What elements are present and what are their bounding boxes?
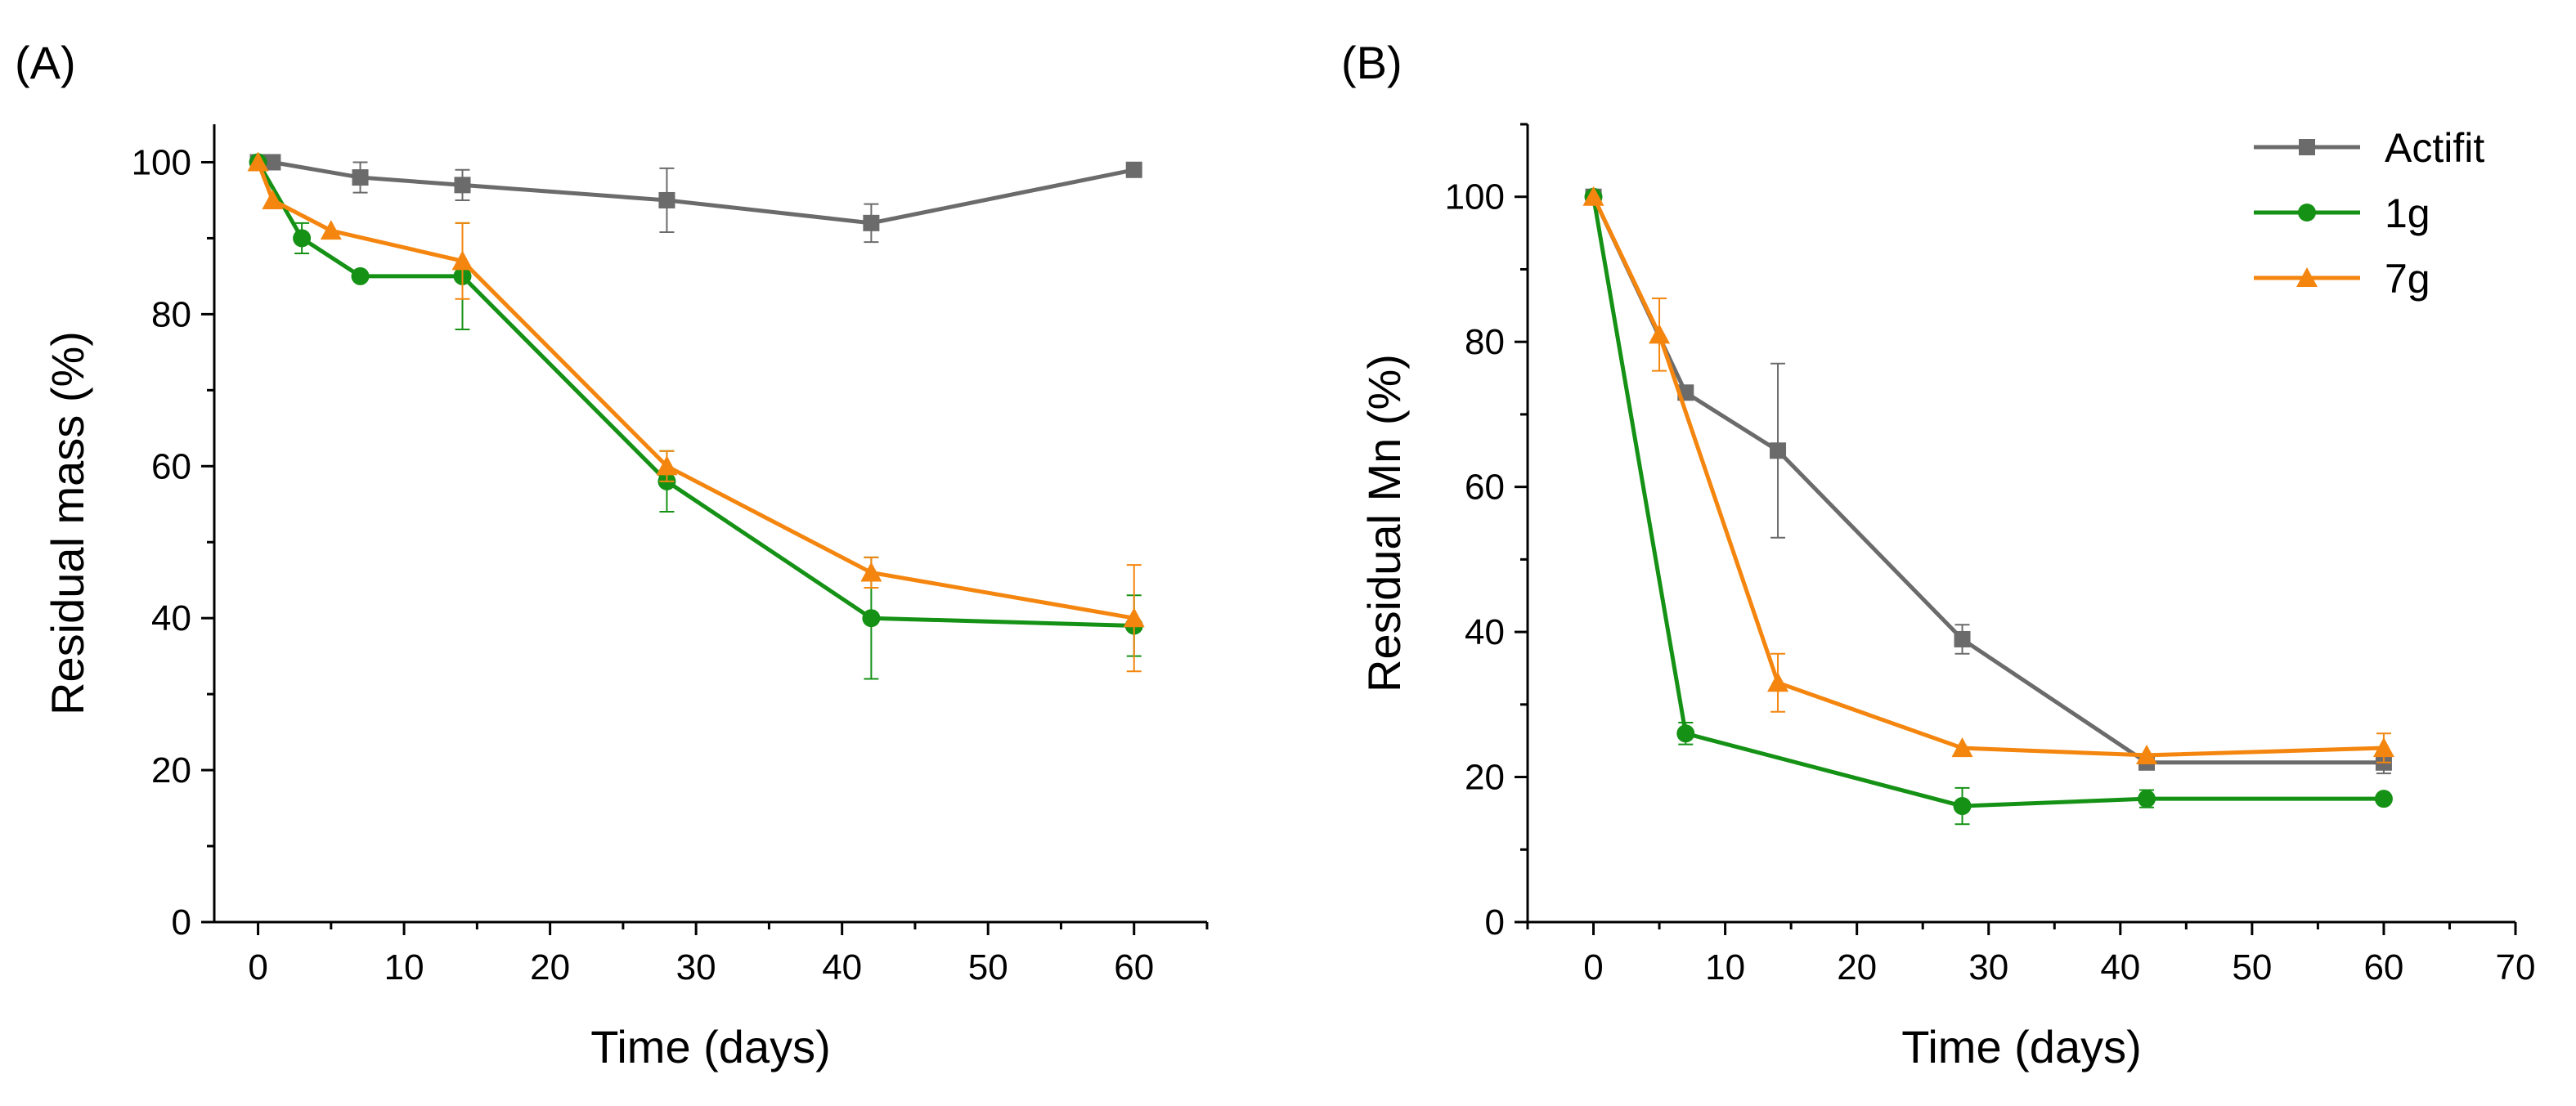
x-tick-label: 10: [384, 947, 424, 987]
panel-a: (A) 0 10 20 30 40 50 60 0 20 40 60 80 100 Time (days) R…: [15, 37, 1209, 1072]
x-axis-title: Time (days): [590, 1021, 831, 1072]
data-point: [1953, 797, 1972, 816]
y-axis-title: Residual Mn (%): [1358, 354, 1410, 692]
data-point: [1770, 442, 1787, 459]
x-tick-label: 20: [1837, 947, 1877, 987]
panel-label: (B): [1341, 37, 1402, 88]
data-point: [1951, 737, 1973, 758]
data-point: [1676, 724, 1695, 743]
series-1g: [249, 153, 1143, 680]
data-point: [262, 189, 284, 210]
legend-marker: [2298, 204, 2316, 222]
legend-item: 7g: [2254, 256, 2430, 302]
y-tick-label: 80: [151, 294, 191, 334]
panel-b: (B) 0 10 20 30 40 50 60 70 0 20 40 60 80 100 Time (days…: [1341, 37, 2535, 1072]
y-tick-label: 60: [1465, 468, 1505, 508]
data-point: [862, 609, 881, 628]
legend-item: 1g: [2254, 190, 2430, 236]
data-point: [451, 250, 473, 271]
series-line: [256, 161, 1135, 620]
data-point: [2372, 737, 2394, 758]
x-tick-label: 30: [676, 947, 716, 987]
legend-label: 1g: [2385, 190, 2430, 236]
legend-item: Actifit: [2254, 125, 2484, 171]
series-1g: [1584, 187, 2393, 826]
legend-label: 7g: [2385, 256, 2430, 302]
data-point: [1767, 672, 1789, 692]
series-line: [1591, 196, 2384, 808]
series-line: [256, 161, 1134, 628]
data-point: [1123, 607, 1145, 628]
legend-label: Actifit: [2385, 125, 2484, 171]
x-tick-label: 0: [1583, 947, 1603, 987]
x-tick-label: 40: [2100, 947, 2140, 987]
data-point: [2138, 790, 2156, 808]
x-tick-label: 60: [2363, 947, 2403, 987]
y-tick-label: 40: [151, 598, 191, 638]
data-point: [293, 229, 312, 248]
data-point: [2374, 790, 2393, 808]
legend: Actifit 1g 7g: [2254, 125, 2484, 302]
legend-marker: [2299, 139, 2315, 155]
series-7g: [247, 151, 1145, 673]
data-point: [656, 455, 678, 476]
y-tick-label: 60: [151, 446, 191, 486]
y-tick-label: 80: [1465, 322, 1505, 362]
data-point: [1582, 186, 1604, 206]
data-point: [863, 214, 880, 231]
series-actifit: [249, 154, 1142, 244]
data-point: [454, 177, 471, 194]
series-line: [258, 159, 1135, 226]
data-point: [264, 154, 281, 171]
series-actifit: [1585, 188, 2392, 775]
data-point: [1125, 161, 1142, 178]
y-tick-label: 0: [172, 902, 191, 943]
data-point: [2136, 744, 2158, 764]
y-tick-label: 100: [1445, 177, 1505, 217]
y-tick-label: 40: [1465, 612, 1505, 652]
data-point: [658, 191, 675, 208]
data-point: [247, 151, 269, 172]
x-axis-title: Time (days): [1901, 1021, 2142, 1072]
y-axis-title: Residual mass (%): [42, 331, 93, 715]
data-point: [351, 266, 370, 285]
series-7g: [1582, 186, 2394, 764]
x-tick-label: 30: [1968, 947, 2008, 987]
x-tick-label: 20: [530, 947, 570, 987]
x-tick-label: 50: [2232, 947, 2272, 987]
x-tick-label: 0: [248, 947, 267, 987]
x-tick-label: 50: [968, 947, 1008, 987]
y-tick-label: 20: [1465, 758, 1505, 798]
data-point: [320, 220, 342, 240]
x-tick-label: 40: [822, 947, 862, 987]
data-point: [352, 169, 369, 186]
y-tick-label: 20: [151, 750, 191, 790]
data-point: [1954, 630, 1971, 647]
data-point: [860, 562, 882, 582]
x-tick-label: 10: [1705, 947, 1745, 987]
data-point: [1649, 324, 1671, 344]
x-tick-label: 70: [2496, 947, 2536, 987]
y-tick-label: 0: [1485, 902, 1505, 943]
y-tick-label: 100: [132, 142, 191, 182]
panel-label: (A): [15, 37, 76, 88]
x-tick-label: 60: [1114, 947, 1154, 987]
series-line: [1591, 195, 2384, 765]
series-line: [1591, 195, 2385, 758]
legend-marker: [2296, 267, 2318, 288]
